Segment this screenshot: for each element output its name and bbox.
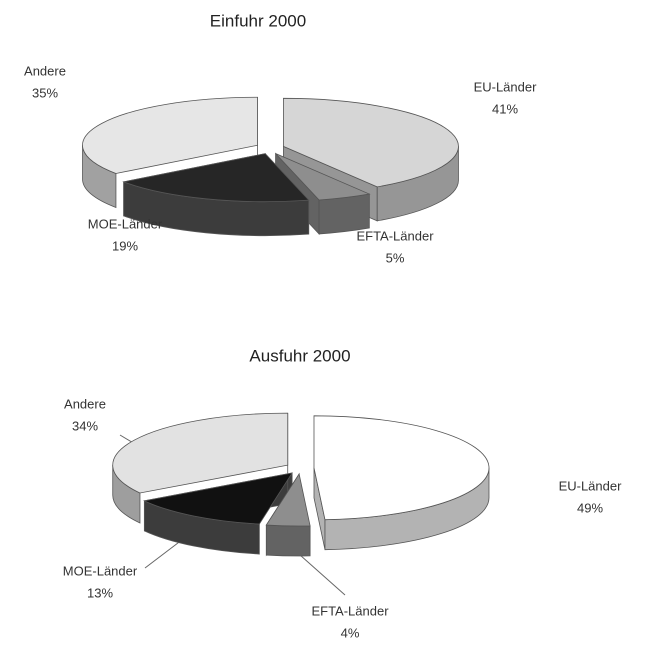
value-label: 35% xyxy=(32,85,58,100)
slice xyxy=(82,96,258,174)
slice-label: Andere xyxy=(64,396,106,411)
slice xyxy=(143,472,293,525)
slice xyxy=(275,153,371,201)
slice-label: EU-Länder xyxy=(559,478,623,493)
slice-label: EU-Länder xyxy=(474,79,538,94)
leader-line xyxy=(299,554,346,596)
slice-label: EFTA-Länder xyxy=(311,603,389,618)
slice xyxy=(265,472,311,527)
value-label: 41% xyxy=(492,101,518,116)
slice-label: MOE-Länder xyxy=(63,563,138,578)
value-label: 19% xyxy=(112,238,138,253)
value-label: 13% xyxy=(87,585,113,600)
chart-title: Einfuhr 2000 xyxy=(210,11,306,30)
slice-label: EFTA-Länder xyxy=(356,228,434,243)
slice xyxy=(112,412,289,494)
slice-side xyxy=(265,524,311,557)
value-label: 4% xyxy=(341,625,360,640)
slice xyxy=(313,415,490,521)
value-label: 5% xyxy=(386,250,405,265)
value-label: 34% xyxy=(72,418,98,433)
slice-label: MOE-Länder xyxy=(88,216,163,231)
slice xyxy=(122,153,310,203)
value-label: 49% xyxy=(577,500,603,515)
slice-label: Andere xyxy=(24,63,66,78)
slice xyxy=(283,97,459,188)
chart-title: Ausfuhr 2000 xyxy=(249,346,350,365)
